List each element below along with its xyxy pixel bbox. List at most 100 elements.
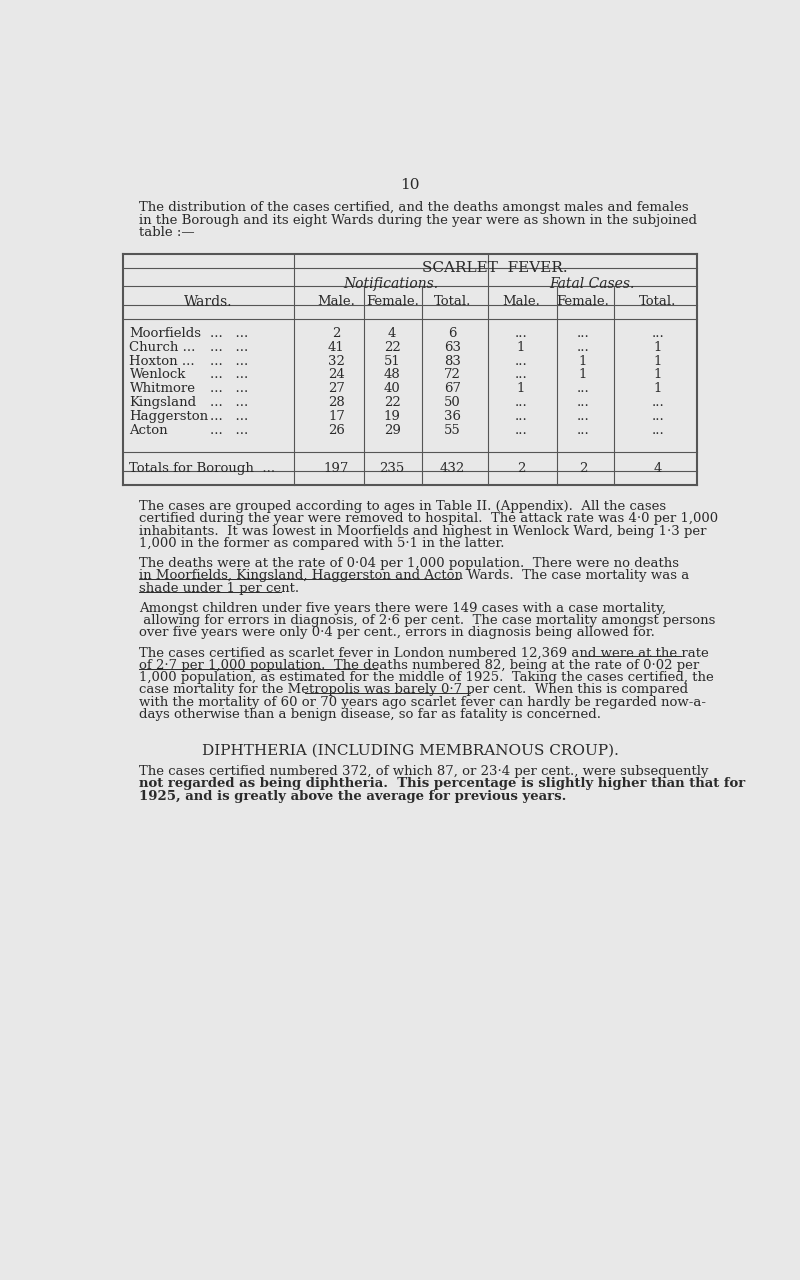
Text: ...: ... [577,340,589,353]
Text: 32: 32 [328,355,345,367]
Text: Male.: Male. [502,296,540,308]
Text: 2: 2 [578,462,587,475]
Text: Female.: Female. [556,296,610,308]
Text: Amongst children under five years there were 149 cases with a case mortality,: Amongst children under five years there … [138,602,666,614]
Text: Moorfields: Moorfields [130,326,202,340]
Text: 1: 1 [654,369,662,381]
Text: 10: 10 [400,178,420,192]
Text: Wenlock: Wenlock [130,369,186,381]
Text: Totals for Borough  ...: Totals for Borough ... [130,462,275,475]
Text: 1: 1 [654,340,662,353]
Text: ...: ... [514,355,527,367]
Text: 22: 22 [384,396,401,410]
Text: ...: ... [577,396,589,410]
Text: The cases certified as scarlet fever in London numbered 12,369 and were at the r: The cases certified as scarlet fever in … [138,646,709,659]
Text: table :—: table :— [138,227,194,239]
Text: 6: 6 [448,326,457,340]
Text: ...   ...: ... ... [210,340,248,353]
Text: DIPHTHERIA (INCLUDING MEMBRANOUS CROUP).: DIPHTHERIA (INCLUDING MEMBRANOUS CROUP). [202,744,618,758]
Text: ...: ... [652,410,664,422]
Text: 63: 63 [444,340,461,353]
Text: 67: 67 [444,383,461,396]
Text: The cases certified numbered 372, of which 87, or 23·4 per cent., were subsequen: The cases certified numbered 372, of whi… [138,765,708,778]
Text: ...: ... [514,396,527,410]
Text: 26: 26 [328,424,345,436]
Text: 2: 2 [517,462,525,475]
Text: The cases are grouped according to ages in Table II. (Appendix).  All the cases: The cases are grouped according to ages … [138,500,666,513]
Text: ...: ... [514,424,527,436]
Text: 432: 432 [440,462,466,475]
Text: 51: 51 [384,355,401,367]
Text: ...   ...: ... ... [210,369,248,381]
Text: 19: 19 [384,410,401,422]
Text: ...   ...: ... ... [210,326,248,340]
Text: Church ...: Church ... [130,340,196,353]
Text: 41: 41 [328,340,345,353]
Text: 1: 1 [578,369,587,381]
Text: 28: 28 [328,396,345,410]
Text: not regarded as being diphtheria.  This percentage is slightly higher than that : not regarded as being diphtheria. This p… [138,777,745,790]
Text: 22: 22 [384,340,401,353]
Text: ...: ... [514,326,527,340]
Text: case mortality for the Metropolis was barely 0·7 per cent.  When this is compare: case mortality for the Metropolis was ba… [138,684,688,696]
Text: ...   ...: ... ... [210,410,248,422]
Text: 1: 1 [578,355,587,367]
Text: 27: 27 [328,383,345,396]
Text: 197: 197 [324,462,349,475]
Text: 36: 36 [444,410,461,422]
Text: 4: 4 [654,462,662,475]
Text: Wards.: Wards. [184,294,233,308]
Text: 17: 17 [328,410,345,422]
Text: 83: 83 [444,355,461,367]
Text: Whitmore: Whitmore [130,383,195,396]
Text: ...   ...: ... ... [210,424,248,436]
Text: 1,000 population, as estimated for the middle of 1925.  Taking the cases certifi: 1,000 population, as estimated for the m… [138,671,714,684]
Text: Notifications.: Notifications. [343,276,438,291]
Text: ...: ... [577,410,589,422]
Text: in the Borough and its eight Wards during the year were as shown in the subjoine: in the Borough and its eight Wards durin… [138,214,697,227]
Text: shade under 1 per cent.: shade under 1 per cent. [138,581,299,595]
Text: ...   ...: ... ... [210,383,248,396]
Text: ...   ...: ... ... [210,396,248,410]
Text: Fatal Cases.: Fatal Cases. [550,276,635,291]
Text: Acton: Acton [130,424,168,436]
Text: ...: ... [577,383,589,396]
Text: 1: 1 [517,340,525,353]
Text: certified during the year were removed to hospital.  The attack rate was 4·0 per: certified during the year were removed t… [138,512,718,525]
Text: Male.: Male. [318,296,355,308]
Text: over five years were only 0·4 per cent., errors in diagnosis being allowed for.: over five years were only 0·4 per cent.,… [138,626,654,640]
Text: The deaths were at the rate of 0·04 per 1,000 population.  There were no deaths: The deaths were at the rate of 0·04 per … [138,557,678,570]
Text: Kingsland: Kingsland [130,396,197,410]
Text: 1: 1 [654,383,662,396]
Text: 40: 40 [384,383,401,396]
Text: inhabitants.  It was lowest in Moorfields and highest in Wenlock Ward, being 1·3: inhabitants. It was lowest in Moorfields… [138,525,706,538]
Text: in Moorfields, Kingsland, Haggerston and Acton Wards.  The case mortality was a: in Moorfields, Kingsland, Haggerston and… [138,570,689,582]
Text: Haggerston: Haggerston [130,410,209,422]
Text: 1: 1 [517,383,525,396]
Text: 235: 235 [379,462,405,475]
Text: ...: ... [652,326,664,340]
Text: Total.: Total. [639,296,677,308]
Text: 55: 55 [444,424,461,436]
Text: 1: 1 [654,355,662,367]
Text: 29: 29 [384,424,401,436]
Text: 48: 48 [384,369,401,381]
Text: 2: 2 [332,326,341,340]
Text: ...: ... [652,424,664,436]
Text: with the mortality of 60 or 70 years ago scarlet fever can hardly be regarded no: with the mortality of 60 or 70 years ago… [138,695,706,709]
Text: ...: ... [514,369,527,381]
Text: Female.: Female. [366,296,418,308]
Text: 1,000 in the former as compared with 5·1 in the latter.: 1,000 in the former as compared with 5·1… [138,538,504,550]
Text: ...: ... [652,396,664,410]
Text: Hoxton ...: Hoxton ... [130,355,195,367]
Text: days otherwise than a benign disease, so far as fatality is concerned.: days otherwise than a benign disease, so… [138,708,601,721]
Text: allowing for errors in diagnosis, of 2·6 per cent.  The case mortality amongst p: allowing for errors in diagnosis, of 2·6… [138,614,715,627]
Text: ...   ...: ... ... [210,355,248,367]
Text: SCARLET  FEVER.: SCARLET FEVER. [422,261,568,275]
Text: 1925, and is greatly above the average for previous years.: 1925, and is greatly above the average f… [138,790,566,803]
Text: ...: ... [577,326,589,340]
Text: Total.: Total. [434,296,471,308]
Text: 50: 50 [444,396,461,410]
Text: ...: ... [577,424,589,436]
Text: ...: ... [514,410,527,422]
